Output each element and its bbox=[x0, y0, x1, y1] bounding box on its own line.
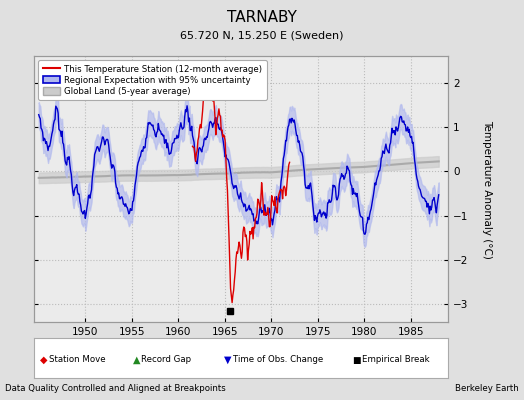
Text: Record Gap: Record Gap bbox=[141, 356, 192, 364]
Text: Data Quality Controlled and Aligned at Breakpoints: Data Quality Controlled and Aligned at B… bbox=[5, 384, 226, 393]
Text: Berkeley Earth: Berkeley Earth bbox=[455, 384, 519, 393]
Text: TARNABY: TARNABY bbox=[227, 10, 297, 25]
Text: ▼: ▼ bbox=[224, 355, 232, 365]
Text: Empirical Break: Empirical Break bbox=[362, 356, 429, 364]
Text: 65.720 N, 15.250 E (Sweden): 65.720 N, 15.250 E (Sweden) bbox=[180, 30, 344, 40]
Text: ■: ■ bbox=[352, 356, 361, 364]
Legend: This Temperature Station (12-month average), Regional Expectation with 95% uncer: This Temperature Station (12-month avera… bbox=[38, 60, 267, 100]
Text: ▲: ▲ bbox=[133, 355, 140, 365]
Text: Time of Obs. Change: Time of Obs. Change bbox=[233, 356, 323, 364]
Text: ◆: ◆ bbox=[40, 355, 47, 365]
Y-axis label: Temperature Anomaly (°C): Temperature Anomaly (°C) bbox=[482, 120, 492, 258]
Text: Station Move: Station Move bbox=[49, 356, 105, 364]
